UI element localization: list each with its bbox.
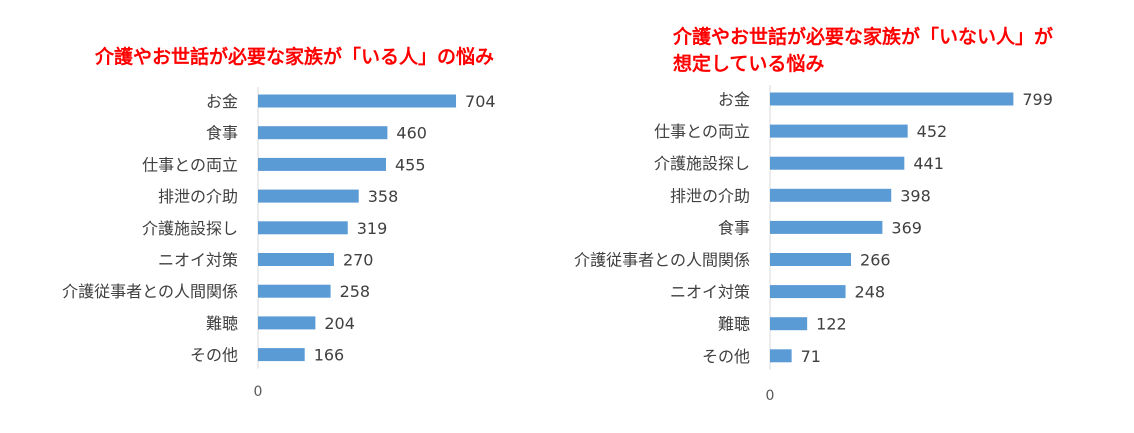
x-tick-label: 0	[254, 384, 263, 400]
bar	[770, 124, 908, 138]
data-label: 71	[801, 347, 821, 366]
data-label: 204	[324, 314, 355, 333]
category-label: 難聴	[206, 314, 238, 333]
data-label: 248	[855, 283, 886, 302]
category-label: 介護従事者との人間関係	[62, 282, 238, 301]
bar	[258, 126, 388, 140]
bar	[770, 253, 852, 266]
category-label: その他	[702, 347, 750, 366]
category-label: 排泄の介助	[158, 187, 238, 206]
category-label: 介護施設探し	[654, 154, 750, 173]
data-label: 398	[900, 186, 931, 205]
bar	[770, 317, 808, 331]
x-tick-label: 0	[766, 388, 775, 404]
category-label: 仕事との両立	[142, 155, 238, 174]
bar	[258, 316, 316, 330]
bar	[258, 221, 348, 235]
data-label: 704	[465, 92, 496, 111]
category-label: 難聴	[718, 315, 750, 334]
data-label: 455	[395, 155, 426, 174]
bar	[770, 156, 905, 170]
category-label: 介護従事者との人間関係	[574, 251, 750, 270]
category-label: ニオイ対策	[158, 251, 238, 270]
category-label: 介護施設探し	[142, 219, 238, 238]
bar	[770, 92, 1014, 106]
category-label: お金	[718, 90, 750, 109]
chart-left: 介護やお世話が必要な家族が「いる人」の悩み お金 704 食事 460 仕事との両立 45…	[62, 46, 496, 400]
bar-plot: お金 704 食事 460 仕事との両立 455 排泄の介助 358 介護施設探し 319 ニオイ対…	[62, 87, 496, 400]
bar	[258, 253, 334, 266]
data-label: 122	[816, 315, 847, 334]
data-label: 441	[913, 154, 944, 173]
bar	[258, 189, 359, 203]
bar	[258, 284, 331, 298]
category-label: 排泄の介助	[670, 186, 750, 205]
data-label: 258	[340, 282, 371, 301]
chart-right: 介護やお世話が必要な家族が「いない人」が 想定している悩み お金 799 仕事との両…	[567, 0, 1134, 433]
category-label: 食事	[718, 218, 750, 237]
category-label: 食事	[206, 124, 238, 143]
data-label: 319	[357, 219, 388, 238]
data-label: 266	[860, 251, 891, 270]
bar	[770, 220, 883, 234]
bar-plot: お金 799 仕事との両立 452 介護施設探し 441 排泄の介助 398 食事 369 介護従事…	[574, 85, 1053, 404]
chart-title: 介護やお世話が必要な家族が「いない人」が 想定している悩み	[673, 26, 1054, 75]
data-label: 799	[1022, 90, 1053, 109]
bar	[258, 348, 305, 362]
data-label: 369	[891, 218, 922, 237]
data-label: 358	[368, 187, 399, 206]
category-label: その他	[190, 346, 238, 365]
category-label: 仕事との両立	[654, 122, 750, 141]
data-label: 270	[343, 251, 374, 270]
data-label: 460	[396, 124, 427, 143]
bar	[770, 349, 792, 363]
bar	[258, 157, 386, 171]
data-label: 452	[917, 122, 948, 141]
bar	[258, 94, 457, 108]
category-label: ニオイ対策	[670, 283, 750, 302]
bar	[770, 188, 892, 202]
chart-title: 介護やお世話が必要な家族が「いる人」の悩み	[95, 46, 495, 68]
category-label: お金	[206, 92, 238, 111]
bar	[770, 285, 846, 299]
data-label: 166	[314, 346, 345, 365]
